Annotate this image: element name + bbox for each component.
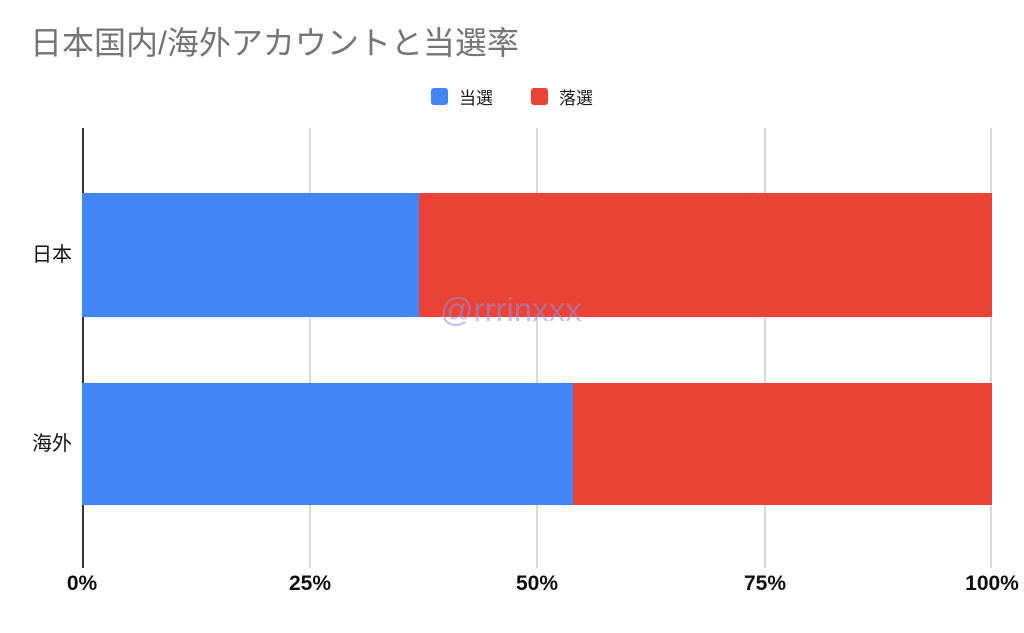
x-tick-50: 50% <box>515 572 559 595</box>
chart-title: 日本国内/海外アカウントと当選率 <box>30 25 519 61</box>
bar-japan-win-segment <box>82 193 419 317</box>
bar-overseas-lose-segment <box>573 383 992 505</box>
category-label-overseas: 海外 <box>32 433 72 455</box>
bar-japan-lose-segment <box>418 193 992 317</box>
legend-item-win: 当選 <box>431 84 493 109</box>
watermark: @rrrinxxx <box>440 291 582 328</box>
legend-swatch-lose-icon <box>531 88 548 105</box>
x-tick-25: 25% <box>288 572 332 595</box>
bar-overseas-win-segment <box>82 383 574 505</box>
category-label-japan: 日本 <box>32 244 72 266</box>
legend: 当選 落選 <box>0 84 1024 109</box>
x-tick-75: 75% <box>743 572 787 595</box>
gridline-50 <box>536 128 538 568</box>
legend-item-lose: 落選 <box>531 84 593 109</box>
gridline-25 <box>308 128 311 568</box>
gridline-75 <box>763 128 766 568</box>
plot-area <box>82 128 992 568</box>
bar-japan <box>82 193 992 317</box>
bar-overseas <box>82 383 992 505</box>
legend-swatch-win-icon <box>431 88 448 105</box>
x-tick-0: 0% <box>66 572 98 595</box>
y-axis-line <box>82 128 84 568</box>
legend-label-lose: 落選 <box>559 89 593 108</box>
gridline-100 <box>990 128 992 568</box>
x-tick-100: 100% <box>965 572 1019 595</box>
legend-label-win: 当選 <box>459 89 493 108</box>
